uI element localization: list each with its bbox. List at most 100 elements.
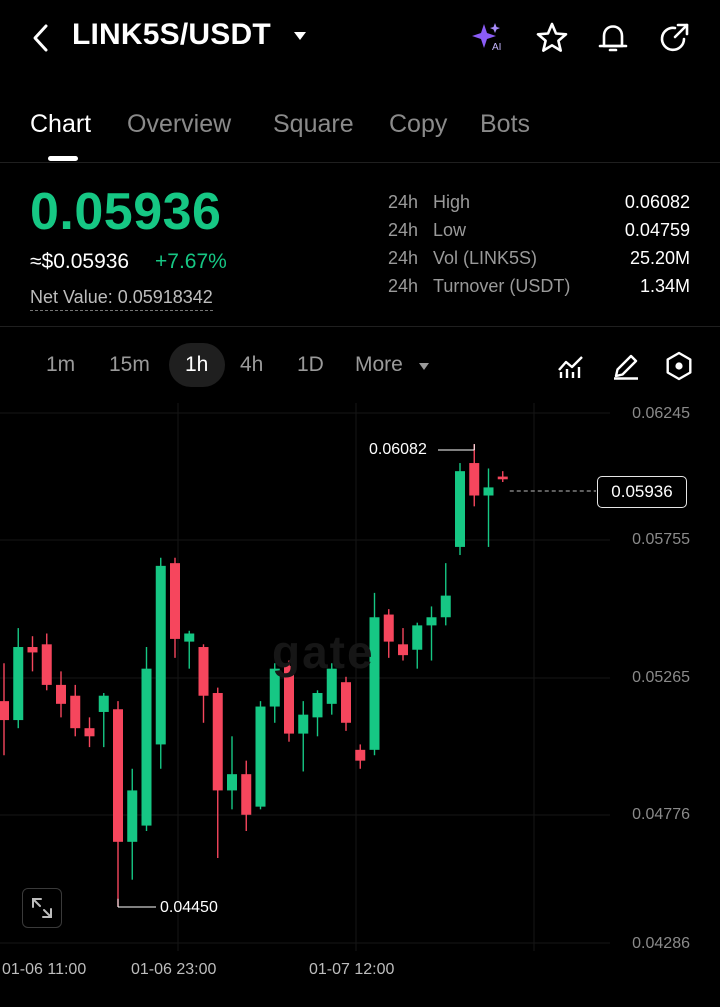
fullscreen-button[interactable]	[22, 888, 62, 928]
main-tabs: Chart Overview Square Copy Bots	[0, 100, 720, 163]
y-tick-label: 0.05265	[632, 669, 690, 686]
tab-chart[interactable]: Chart	[30, 110, 92, 138]
candle-down	[170, 563, 180, 639]
stat-value: 25.20M	[629, 248, 690, 268]
candle-up	[440, 595, 451, 618]
candle-up	[127, 790, 138, 842]
interval-bar: 1m 15m 1h 4h 1D More	[0, 340, 720, 392]
candle-down	[56, 684, 66, 704]
stat-turnover: 24h Turnover (USDT) 1.34M	[388, 276, 690, 304]
active-interval-pill	[169, 343, 225, 387]
candle-up	[227, 774, 237, 791]
candle-down	[0, 701, 9, 721]
candle-down	[383, 614, 394, 642]
interval-15m[interactable]: 15m	[109, 353, 150, 376]
high-marker-label: 0.06082	[369, 441, 427, 458]
candle-down	[241, 774, 252, 815]
candle-down	[27, 647, 38, 653]
stat-prefix: 24h	[388, 192, 419, 212]
candle-down	[284, 665, 294, 734]
stat-low: 24h Low 0.04759	[388, 220, 690, 248]
gate-watermark-logo: gate	[272, 626, 375, 678]
tab-copy[interactable]: Copy	[389, 110, 448, 138]
interval-1h[interactable]: 1h	[185, 353, 209, 376]
stat-value: 0.04759	[624, 220, 690, 240]
stat-volume: 24h Vol (LINK5S) 25.20M	[388, 248, 690, 276]
candle-down	[41, 644, 52, 685]
candle-up	[483, 487, 494, 496]
interval-4h[interactable]: 4h	[240, 353, 264, 376]
stat-value: 0.06082	[624, 192, 690, 212]
ai-sparkle-icon[interactable]: AI	[470, 20, 506, 56]
interval-more[interactable]: More	[355, 353, 403, 376]
candle-down	[212, 693, 223, 791]
stat-label: Turnover (USDT)	[433, 276, 571, 296]
candle-down	[497, 476, 508, 480]
draw-pencil-icon[interactable]	[610, 350, 642, 382]
chevron-down-icon[interactable]	[292, 30, 308, 42]
candle-up	[141, 668, 152, 826]
candle-up	[298, 714, 309, 734]
chart-canvas[interactable]	[0, 403, 720, 1007]
chevron-down-icon[interactable]	[418, 362, 430, 371]
candle-up	[455, 471, 465, 547]
candle-up	[426, 617, 437, 626]
back-icon[interactable]	[26, 22, 58, 54]
interval-1m[interactable]: 1m	[46, 353, 76, 376]
candle-up	[269, 668, 280, 707]
stat-value: 1.34M	[639, 276, 690, 296]
star-icon[interactable]	[534, 20, 570, 56]
tab-overview[interactable]: Overview	[127, 110, 232, 138]
share-icon[interactable]	[656, 20, 692, 56]
candle-down	[84, 728, 95, 737]
candle-up	[255, 706, 266, 807]
stat-label: Low	[433, 220, 467, 240]
candle-down	[469, 463, 480, 496]
candle-up	[326, 668, 337, 704]
stat-prefix: 24h	[388, 248, 419, 268]
last-price-marker: 0.05936	[597, 476, 687, 508]
section-divider	[0, 326, 720, 327]
candle-down	[113, 709, 123, 842]
candle-down	[70, 695, 81, 729]
stats-panel: 24h High 0.06082 24h Low 0.04759 24h Vol…	[388, 192, 690, 304]
candle-up	[369, 617, 380, 750]
bell-icon[interactable]	[595, 20, 631, 56]
interval-1d[interactable]: 1D	[297, 353, 324, 376]
candle-down	[341, 682, 351, 723]
pair-title[interactable]: LINK5S/USDT	[72, 18, 271, 51]
candle-up	[184, 633, 195, 642]
tab-square[interactable]: Square	[273, 110, 354, 138]
candle-up	[312, 693, 323, 718]
candle-up	[412, 625, 423, 650]
y-tick-label: 0.05755	[632, 531, 690, 548]
net-value[interactable]: Net Value: 0.05918342	[30, 287, 213, 311]
candle-down	[355, 749, 366, 761]
candle-up	[98, 695, 109, 712]
candle-down	[398, 644, 408, 656]
stat-prefix: 24h	[388, 220, 419, 240]
stat-prefix: 24h	[388, 276, 419, 296]
low-marker-label: 0.04450	[160, 899, 218, 916]
price-change: +7.67%	[155, 250, 227, 273]
y-tick-label: 0.04776	[632, 806, 690, 823]
stat-label: High	[433, 192, 471, 212]
x-tick-label: 01-06 11:00	[2, 961, 87, 978]
y-tick-label: 0.04286	[632, 935, 690, 952]
stat-label: Vol (LINK5S)	[433, 248, 538, 268]
indicator-icon[interactable]	[555, 350, 587, 382]
y-tick-label: 0.06245	[632, 405, 690, 422]
settings-hexagon-icon[interactable]	[663, 350, 695, 382]
candle-down	[198, 647, 209, 696]
tab-bots[interactable]: Bots	[480, 110, 531, 138]
candlestick-chart[interactable]: gate 0.06245 0.05755 0.05265 0.04776 0.0…	[0, 403, 720, 1007]
x-tick-label: 01-06 23:00	[131, 961, 217, 978]
candle-up	[13, 647, 24, 721]
ai-badge-text: AI	[492, 42, 501, 53]
expand-icon	[32, 898, 52, 918]
price-usd: ≈$0.05936	[30, 250, 130, 273]
x-tick-label: 01-07 12:00	[309, 961, 395, 978]
stat-high: 24h High 0.06082	[388, 192, 690, 220]
candle-up	[155, 565, 166, 745]
app-header: LINK5S/USDT AI	[0, 0, 720, 78]
